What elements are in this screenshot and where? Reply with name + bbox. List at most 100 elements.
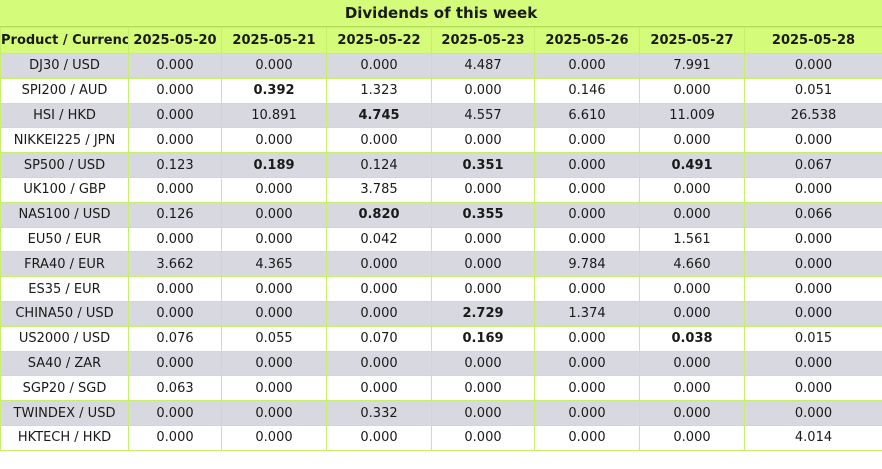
- product-cell: HSI / HKD: [0, 102, 129, 129]
- dividend-value-cell: 0.000: [639, 77, 745, 104]
- column-header-product: Product / Currency: [0, 27, 129, 54]
- dividend-value-cell: 0.820: [326, 201, 432, 228]
- dividend-value-cell: 0.000: [326, 276, 432, 302]
- dividend-value-cell: 0.000: [534, 127, 640, 154]
- dividend-value-cell: 0.000: [534, 53, 640, 79]
- dividend-value-cell: 0.000: [534, 201, 640, 228]
- dividend-value-cell: 0.000: [128, 300, 222, 327]
- table-row: HSI / HKD 0.000 10.891 4.745 4.557 6.610 11.00…: [0, 102, 882, 129]
- dividend-value-cell: 3.785: [326, 176, 432, 203]
- table-row: TWINDEX / USD 0.000 0.000 0.332 0.000 0.000 0.…: [0, 400, 882, 426]
- dividend-value-cell: 0.126: [128, 201, 222, 228]
- dividend-value-cell: 0.000: [221, 176, 327, 203]
- dividend-value-cell: 7.991: [639, 53, 745, 79]
- dividend-value-cell: 26.538: [744, 102, 882, 129]
- dividend-value-cell: 0.000: [128, 102, 222, 129]
- dividend-value-cell: 0.000: [326, 53, 432, 79]
- product-cell: SGP20 / SGD: [0, 375, 129, 402]
- product-cell: US2000 / USD: [0, 325, 129, 352]
- table-row: NIKKEI225 / JPN 0.000 0.000 0.000 0.000 0.000…: [0, 127, 882, 154]
- dividend-value-cell: 0.000: [221, 375, 327, 402]
- dividend-value-cell: 9.784: [534, 251, 640, 278]
- dividend-value-cell: 0.042: [326, 226, 432, 253]
- dividend-value-cell: 0.066: [744, 201, 882, 228]
- dividend-value-cell: 0.000: [639, 400, 745, 426]
- dividend-value-cell: 0.000: [326, 375, 432, 402]
- dividend-value-cell: 0.000: [744, 400, 882, 426]
- product-cell: CHINA50 / USD: [0, 300, 129, 327]
- dividend-value-cell: 0.000: [128, 226, 222, 253]
- table-row: US2000 / USD 0.076 0.055 0.070 0.169 0.000 0.0…: [0, 325, 882, 352]
- dividend-value-cell: 0.067: [744, 152, 882, 178]
- dividend-value-cell: 0.000: [744, 350, 882, 377]
- product-cell: EU50 / EUR: [0, 226, 129, 253]
- dividend-value-cell: 0.000: [744, 53, 882, 79]
- dividend-value-cell: 0.146: [534, 77, 640, 104]
- dividend-value-cell: 0.000: [221, 424, 327, 451]
- table-title: Dividends of this week: [344, 4, 538, 22]
- dividend-value-cell: 0.000: [534, 276, 640, 302]
- dividend-value-cell: 0.000: [534, 226, 640, 253]
- table-row: EU50 / EUR 0.000 0.000 0.042 0.000 0.000 1.561…: [0, 226, 882, 253]
- dividend-value-cell: 0.491: [639, 152, 745, 178]
- header-row: Product / Currency 2025-05-20 2025-05-21…: [0, 27, 882, 54]
- dividend-value-cell: 0.000: [221, 350, 327, 377]
- dividend-value-cell: 0.189: [221, 152, 327, 178]
- dividend-value-cell: 0.000: [221, 127, 327, 154]
- dividend-value-cell: 0.000: [639, 127, 745, 154]
- dividend-value-cell: 0.000: [128, 424, 222, 451]
- dividend-value-cell: 2.729: [431, 300, 535, 327]
- dividend-value-cell: 0.051: [744, 77, 882, 104]
- column-header-date: 2025-05-22: [326, 27, 432, 54]
- dividend-value-cell: 0.000: [128, 176, 222, 203]
- dividend-value-cell: 0.038: [639, 325, 745, 352]
- dividend-value-cell: 4.487: [431, 53, 535, 79]
- product-cell: HKTECH / HKD: [0, 424, 129, 451]
- table-row: HKTECH / HKD 0.000 0.000 0.000 0.000 0.000 0.0…: [0, 424, 882, 451]
- dividend-value-cell: 0.000: [431, 77, 535, 104]
- product-cell: FRA40 / EUR: [0, 251, 129, 278]
- dividend-value-cell: 0.169: [431, 325, 535, 352]
- dividend-value-cell: 4.014: [744, 424, 882, 451]
- product-cell: SA40 / ZAR: [0, 350, 129, 377]
- dividend-value-cell: 0.000: [221, 400, 327, 426]
- dividend-value-cell: 0.000: [639, 201, 745, 228]
- dividend-value-cell: 0.000: [431, 127, 535, 154]
- dividend-value-cell: 0.000: [431, 424, 535, 451]
- table-row: DJ30 / USD 0.000 0.000 0.000 4.487 0.000 7.991…: [0, 53, 882, 79]
- dividend-value-cell: 0.063: [128, 375, 222, 402]
- dividend-value-cell: 1.323: [326, 77, 432, 104]
- dividend-value-cell: 0.055: [221, 325, 327, 352]
- dividend-value-cell: 0.000: [221, 226, 327, 253]
- dividend-value-cell: 0.332: [326, 400, 432, 426]
- dividend-value-cell: 0.355: [431, 201, 535, 228]
- dividend-value-cell: 0.000: [221, 276, 327, 302]
- product-cell: SPI200 / AUD: [0, 77, 129, 104]
- dividend-value-cell: 1.374: [534, 300, 640, 327]
- product-cell: DJ30 / USD: [0, 53, 129, 79]
- dividend-value-cell: 0.000: [128, 350, 222, 377]
- column-header-date: 2025-05-23: [431, 27, 535, 54]
- dividend-value-cell: 0.000: [534, 176, 640, 203]
- table-row: UK100 / GBP 0.000 0.000 3.785 0.000 0.000 0.00…: [0, 176, 882, 203]
- product-cell: ES35 / EUR: [0, 276, 129, 302]
- dividend-value-cell: 0.124: [326, 152, 432, 178]
- table-row: FRA40 / EUR 3.662 4.365 0.000 0.000 9.784 4.66…: [0, 251, 882, 278]
- table-row: SGP20 / SGD 0.063 0.000 0.000 0.000 0.000 0.00…: [0, 375, 882, 402]
- dividend-value-cell: 0.000: [744, 176, 882, 203]
- column-header-date: 2025-05-20: [128, 27, 222, 54]
- dividend-value-cell: 0.000: [534, 325, 640, 352]
- product-cell: NAS100 / USD: [0, 201, 129, 228]
- dividend-value-cell: 3.662: [128, 251, 222, 278]
- table-body: DJ30 / USD 0.000 0.000 0.000 4.487 0.000 7.991…: [0, 53, 882, 451]
- dividend-value-cell: 1.561: [639, 226, 745, 253]
- product-cell: SP500 / USD: [0, 152, 129, 178]
- dividend-value-cell: 0.000: [639, 276, 745, 302]
- dividend-value-cell: 0.000: [639, 350, 745, 377]
- dividends-table: Product / Currency 2025-05-20 2025-05-21…: [0, 27, 882, 451]
- dividend-value-cell: 0.000: [534, 424, 640, 451]
- table-row: CHINA50 / USD 0.000 0.000 0.000 2.729 1.374 0.…: [0, 300, 882, 327]
- dividend-value-cell: 0.000: [744, 375, 882, 402]
- dividend-value-cell: 0.000: [534, 152, 640, 178]
- table-row: SPI200 / AUD 0.000 0.392 1.323 0.000 0.146 0.0…: [0, 77, 882, 104]
